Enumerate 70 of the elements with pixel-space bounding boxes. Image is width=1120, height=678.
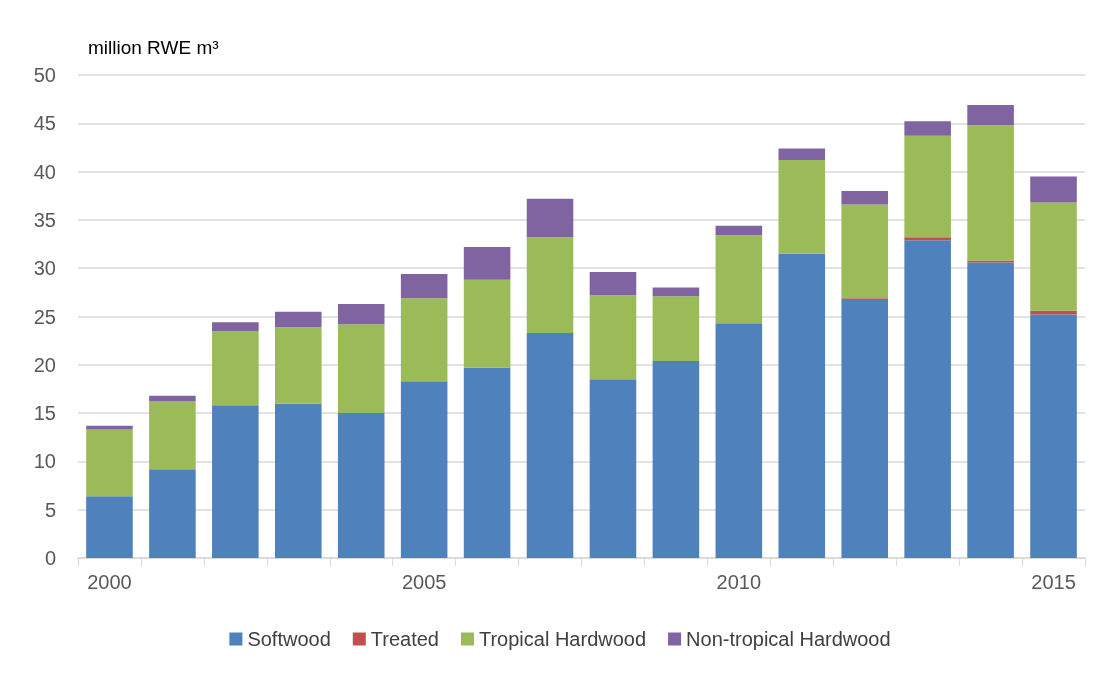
x-tick-label: 2005 (401, 571, 447, 593)
legend-label: Non-tropical Hardwood (686, 628, 891, 650)
y-tick-label: 15 (33, 402, 56, 425)
y-tick-label: 0 (44, 547, 56, 569)
bar (526, 237, 574, 333)
legend-label: Treated (370, 628, 439, 650)
bar (212, 405, 259, 558)
bar (86, 496, 133, 558)
bar (463, 246, 511, 280)
bar (526, 332, 574, 558)
bar (86, 425, 133, 430)
bar (652, 287, 700, 297)
bar (1030, 314, 1077, 558)
bar (337, 413, 385, 558)
bar (904, 240, 951, 558)
y-tick-label: 10 (33, 450, 56, 473)
bar (526, 198, 574, 238)
bar (400, 298, 448, 382)
y-tick-label: 45 (33, 112, 56, 135)
bar (841, 204, 889, 299)
bar (904, 135, 951, 238)
bar (715, 225, 763, 236)
bar (149, 395, 196, 402)
y-tick-label: 5 (44, 498, 56, 521)
bar (274, 327, 322, 404)
bar (274, 311, 322, 328)
bar (149, 401, 196, 470)
bar (967, 104, 1014, 126)
bar (652, 296, 700, 361)
y-tick-label: 35 (33, 208, 56, 231)
x-tick-label: 2010 (716, 571, 762, 593)
bar (589, 295, 637, 380)
bar (212, 322, 259, 331)
bar (149, 469, 196, 558)
bar (274, 403, 322, 558)
bar (904, 121, 951, 136)
bar (715, 323, 763, 558)
bar (841, 190, 889, 205)
y-tick-label: 40 (33, 160, 56, 183)
bar (463, 367, 511, 558)
bar (778, 160, 826, 254)
y-tick-label: 50 (33, 64, 56, 86)
bar (463, 279, 511, 368)
bar (337, 324, 385, 414)
bar (778, 253, 826, 558)
bar (1030, 176, 1077, 203)
bar (967, 262, 1014, 558)
bar (841, 299, 889, 558)
bar (589, 272, 637, 296)
bar (1030, 310, 1077, 315)
bar (778, 148, 826, 161)
legend-label: Tropical Hardwood (478, 628, 647, 650)
bar (652, 360, 700, 558)
legend-label: Softwood (247, 628, 331, 650)
bar (967, 125, 1014, 261)
bar (400, 274, 448, 299)
y-tick-label: 25 (33, 305, 56, 328)
bar (1030, 202, 1077, 311)
x-tick-label: 2015 (1031, 571, 1076, 593)
y-tick-label: 30 (33, 257, 56, 280)
y-axis-title: million RWE m³ (88, 37, 219, 58)
bar (589, 379, 637, 558)
bar (212, 330, 259, 406)
bar (337, 303, 385, 325)
bar (904, 237, 951, 241)
y-tick-label: 20 (33, 353, 56, 376)
bar (86, 429, 133, 497)
x-tick-label: 2000 (87, 571, 132, 593)
bar (400, 381, 448, 558)
bar (715, 235, 763, 324)
